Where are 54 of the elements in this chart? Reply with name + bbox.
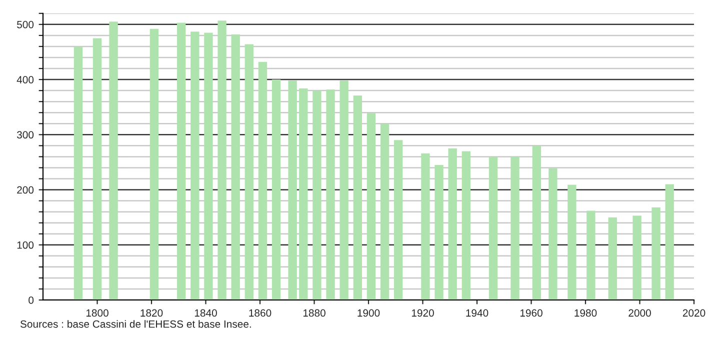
bar [176, 22, 186, 300]
bar [532, 146, 542, 300]
bar [632, 216, 642, 300]
bar [231, 34, 240, 300]
y-tick-label: 200 [17, 186, 34, 194]
x-tick-label: 1840 [194, 309, 217, 317]
x-tick-label: 1880 [303, 309, 326, 317]
x-tick-label: 2000 [628, 309, 651, 317]
bar [258, 62, 268, 300]
y-tick-label: 100 [17, 241, 34, 249]
x-tick-label: 2020 [682, 309, 706, 317]
bar [380, 124, 390, 300]
bar [353, 96, 362, 300]
bar [462, 151, 470, 300]
x-tick-label: 1960 [520, 309, 542, 317]
bar [608, 217, 617, 300]
y-tick-label: 0 [28, 296, 34, 304]
y-tick-label: 500 [17, 20, 34, 28]
bar [488, 156, 498, 300]
bar [421, 153, 430, 300]
x-tick-label: 1800 [86, 309, 108, 317]
bar [340, 80, 348, 300]
x-tick-label: 1920 [412, 309, 434, 317]
y-tick-label: 400 [16, 76, 34, 84]
bar [665, 184, 674, 300]
bar [326, 89, 335, 300]
y-tick-label: 300 [16, 131, 34, 139]
bar [74, 46, 83, 300]
x-tick-label: 1820 [140, 309, 163, 317]
bar [312, 90, 322, 300]
bar [218, 20, 226, 300]
bar [586, 210, 596, 300]
bar [366, 113, 376, 300]
x-tick-label: 1860 [249, 309, 272, 317]
bar [510, 156, 520, 300]
bar [548, 168, 558, 300]
bar [150, 28, 159, 300]
x-tick-label: 1900 [358, 309, 380, 317]
x-tick-label: 1980 [574, 309, 597, 317]
source-note: Sources : base Cassini de l'EHESS et base Insee. [20, 320, 251, 328]
bar [109, 22, 118, 300]
bar [652, 207, 660, 300]
bar [394, 140, 403, 300]
bar [92, 38, 102, 300]
bar [299, 88, 308, 300]
bar [434, 164, 444, 300]
bar [288, 80, 297, 300]
bar [272, 80, 281, 300]
bar [448, 148, 457, 300]
bar [204, 32, 213, 300]
bar [244, 44, 254, 300]
bar [568, 184, 576, 300]
bar [190, 32, 200, 300]
x-tick-label: 1940 [466, 309, 488, 317]
